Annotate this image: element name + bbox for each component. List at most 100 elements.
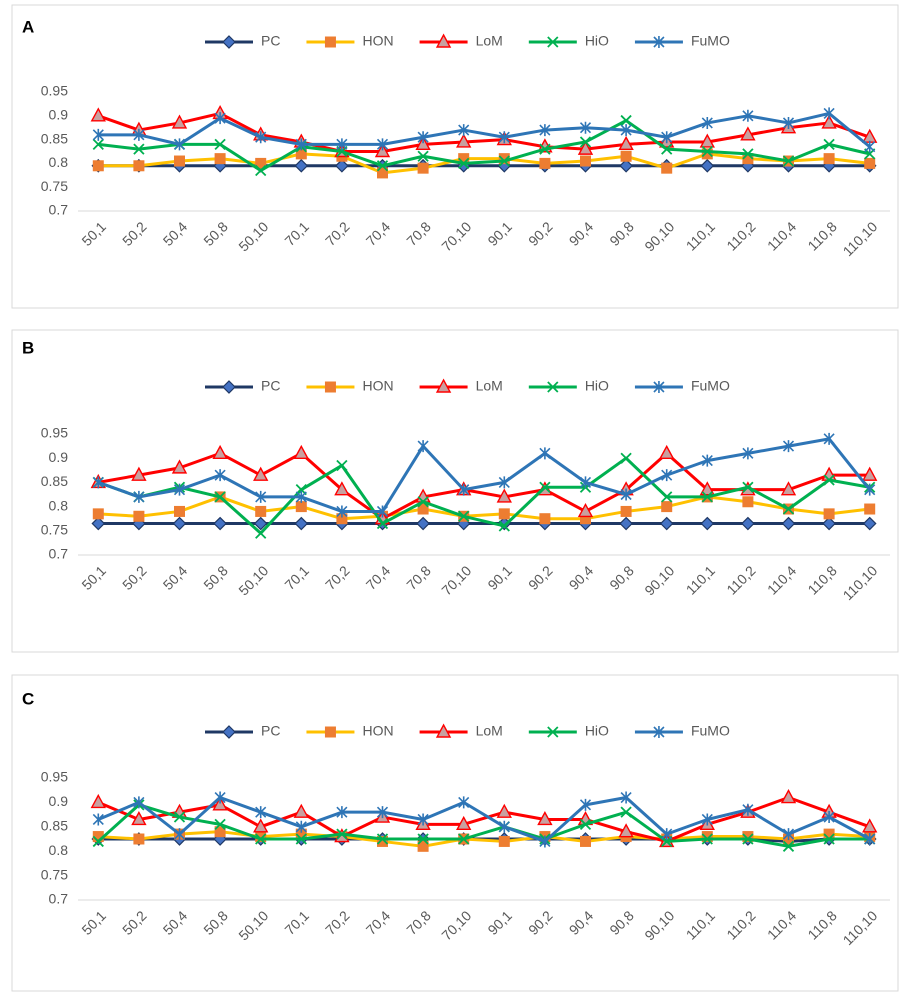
series-line — [98, 119, 871, 173]
x-tick-label: 50,4 — [160, 562, 191, 593]
y-tick-label: 0.9 — [49, 793, 69, 809]
marker — [376, 138, 389, 151]
x-tick-label: 110,2 — [723, 562, 759, 598]
marker — [214, 153, 226, 165]
marker — [822, 516, 836, 531]
x-tick-label: 50,10 — [235, 907, 271, 943]
marker — [417, 150, 429, 162]
marker — [620, 452, 632, 464]
marker — [336, 505, 348, 518]
legend-label: HON — [362, 378, 393, 394]
marker — [864, 483, 876, 496]
y-tick-label: 0.7 — [49, 546, 69, 562]
marker — [780, 789, 797, 804]
marker — [212, 444, 228, 460]
marker — [417, 813, 429, 826]
marker — [701, 831, 713, 843]
marker — [823, 474, 835, 486]
legend-label: LoM — [476, 378, 503, 394]
legend-label: HON — [362, 723, 393, 739]
marker — [376, 806, 389, 819]
x-tick-label: 90,10 — [641, 562, 677, 598]
marker — [742, 109, 754, 122]
marker — [295, 501, 307, 513]
marker — [92, 128, 104, 141]
marker — [740, 126, 756, 141]
x-tick-label: 90,2 — [525, 907, 556, 938]
marker — [214, 818, 226, 830]
x-tick-label: 50,2 — [119, 218, 150, 249]
legend-label: HiO — [585, 723, 609, 739]
marker — [90, 107, 106, 122]
x-tick-label: 70,10 — [438, 562, 474, 598]
marker — [498, 508, 510, 520]
marker — [661, 162, 673, 174]
marker — [295, 138, 307, 151]
marker — [324, 36, 336, 48]
marker — [862, 516, 877, 531]
marker — [376, 160, 389, 172]
marker — [498, 835, 510, 847]
marker — [174, 505, 185, 517]
marker — [498, 476, 510, 489]
marker — [823, 432, 835, 445]
series-line — [97, 437, 871, 513]
marker — [782, 116, 795, 129]
marker — [133, 160, 145, 172]
marker — [864, 140, 876, 153]
marker — [781, 516, 796, 531]
marker — [212, 796, 228, 811]
x-tick-label: 90,2 — [525, 562, 556, 593]
marker — [862, 466, 878, 481]
y-tick-label: 0.8 — [49, 497, 69, 513]
marker — [293, 444, 309, 460]
marker — [701, 145, 713, 158]
marker — [255, 131, 267, 144]
y-tick-label: 0.75 — [41, 866, 68, 882]
marker — [255, 505, 267, 517]
marker — [336, 806, 348, 819]
marker — [539, 143, 551, 155]
marker — [456, 133, 472, 148]
chart-title: C — [22, 689, 34, 708]
x-tick-label: 50,10 — [235, 218, 271, 254]
legend-label: LoM — [476, 723, 503, 739]
marker — [742, 148, 754, 160]
series-line — [98, 830, 870, 848]
marker — [780, 481, 797, 496]
marker — [579, 818, 592, 830]
marker — [823, 153, 835, 165]
marker — [653, 381, 665, 393]
marker — [701, 454, 713, 467]
marker — [620, 806, 632, 818]
x-tick-label: 90,1 — [484, 218, 515, 249]
marker — [133, 490, 145, 503]
marker — [580, 835, 591, 847]
marker — [823, 138, 835, 150]
marker — [376, 517, 389, 530]
legend-label: FuMO — [691, 378, 730, 394]
marker — [92, 476, 104, 489]
marker — [742, 833, 754, 845]
legend-label: HiO — [585, 33, 609, 49]
marker — [539, 481, 551, 493]
y-tick-label: 0.95 — [41, 769, 68, 785]
marker — [171, 114, 188, 129]
legend-label: FuMO — [691, 33, 730, 49]
marker — [214, 469, 226, 482]
marker — [435, 33, 452, 48]
marker — [823, 508, 835, 520]
x-tick-label: 70,4 — [363, 907, 394, 938]
x-tick-label: 50,8 — [200, 562, 231, 593]
x-tick-label: 110,10 — [840, 907, 881, 948]
marker — [700, 158, 715, 173]
marker — [620, 114, 632, 127]
x-tick-label: 70,2 — [322, 562, 353, 593]
marker — [336, 459, 348, 472]
marker — [90, 793, 106, 809]
x-tick-label: 70,1 — [281, 218, 312, 249]
legend-label: PC — [261, 378, 280, 394]
marker — [295, 833, 307, 845]
marker — [417, 833, 429, 845]
marker — [864, 503, 876, 515]
